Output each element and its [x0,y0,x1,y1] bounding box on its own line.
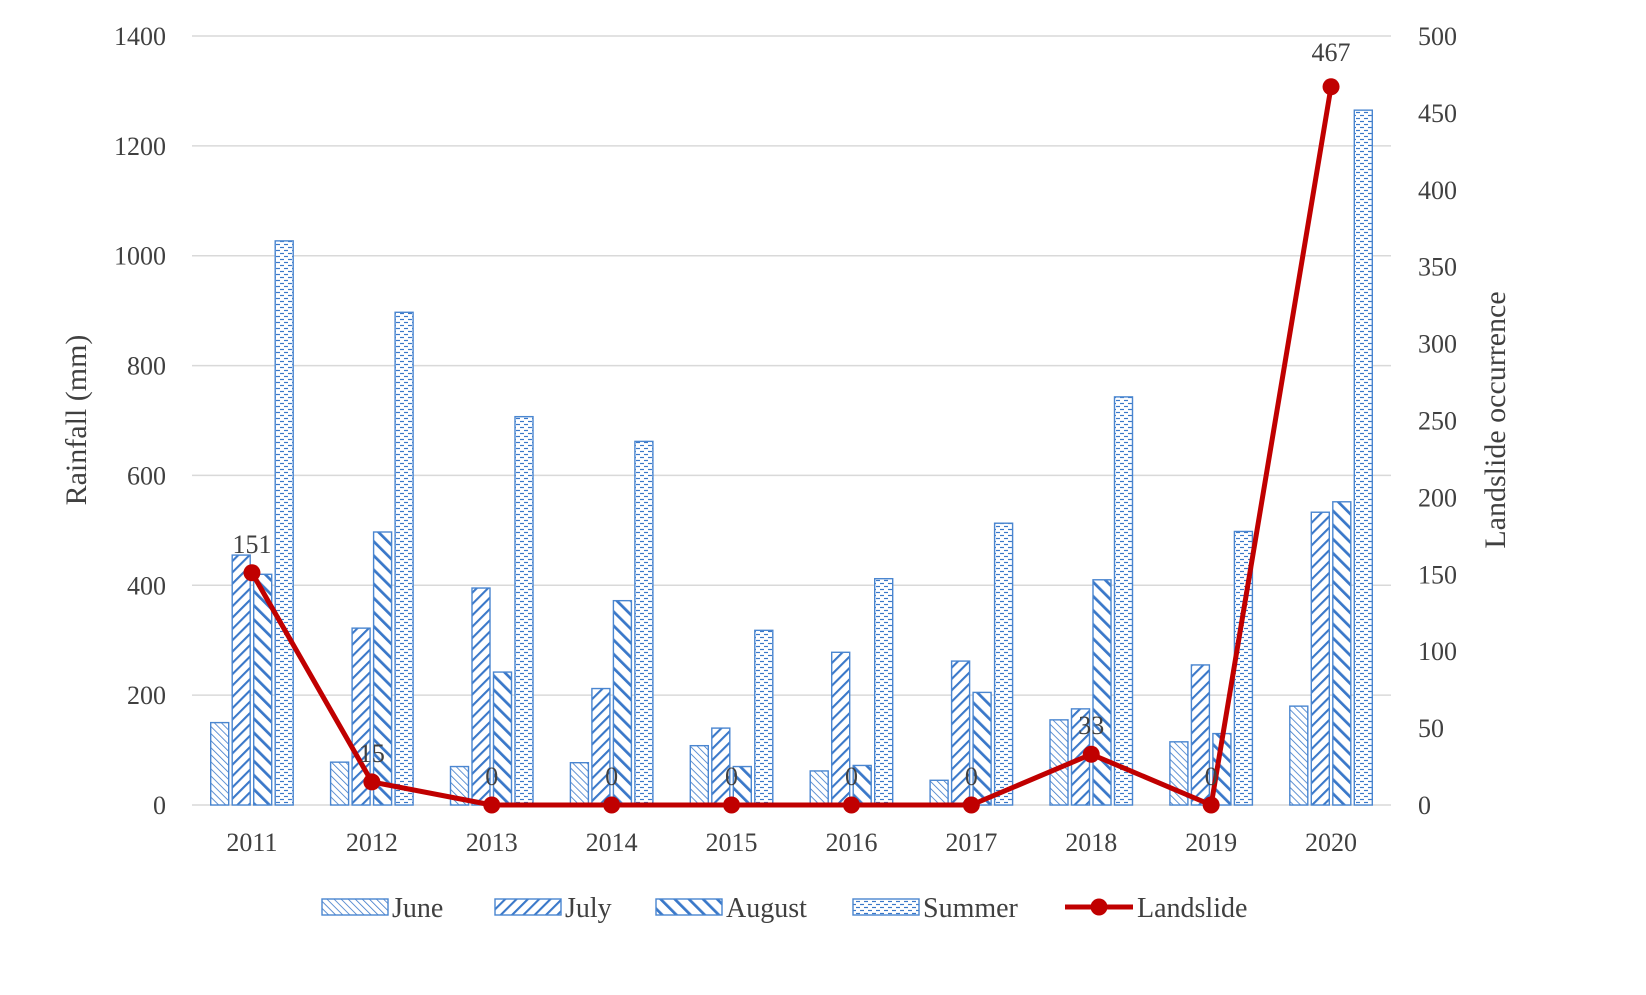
bar-june [569,762,590,806]
bars [209,109,1374,806]
bar-august [972,691,992,806]
landslide-point [363,773,381,791]
y2-tick-label: 150 [1418,560,1457,589]
bar-june [1049,719,1069,806]
legend-swatch-july [494,898,562,916]
bar-summer [274,240,294,806]
bar-july [351,627,371,806]
landslide-data-label: 0 [965,762,978,791]
x-tick-label: 2014 [586,828,638,857]
y-tick-label: 400 [127,571,166,600]
bar-june [1289,705,1309,806]
bar-august [1092,579,1112,806]
x-tick-label: 2013 [466,828,518,857]
x-tick-label: 2015 [706,828,758,857]
landslide-data-label: 0 [845,762,858,791]
bar-june [689,744,709,806]
landslide-point [1202,796,1220,814]
legend: June July August Summer Landslide [321,893,1247,924]
x-tick-label: 2016 [825,828,877,857]
landslide-data-label: 151 [232,530,271,559]
bar-august [372,531,393,806]
y-tick-label: 600 [127,461,166,490]
bar-summer [1353,109,1374,806]
bar-june [809,770,829,806]
x-tick-label: 2018 [1065,828,1117,857]
y2-tick-label: 200 [1418,483,1457,512]
landslide-series-line [249,86,1334,808]
landslide-data-label: 0 [485,762,498,791]
landslide-point [483,796,501,814]
legend-label: Summer [923,893,1019,924]
landslide-point [723,796,741,814]
y-tick-label: 1000 [114,242,166,271]
bar-summer [874,577,894,806]
y-tick-label: 200 [127,681,166,710]
x-tick-label: 2020 [1305,828,1357,857]
y-axis-title: Rainfall (mm) [60,335,93,506]
bar-summer [634,440,654,806]
landslide-data-label: 0 [725,762,738,791]
y-tick-label: 0 [153,791,166,820]
y2-tick-label: 300 [1418,330,1457,359]
bar-june [329,761,350,806]
x-tick-label: 2012 [346,828,398,857]
legend-label: June [392,893,443,924]
bar-summer [993,522,1014,806]
y2-tick-label: 350 [1418,253,1457,282]
legend-swatch-august [655,898,723,916]
landslide-point [962,796,980,814]
y-tick-label: 800 [127,352,166,381]
landslide-data-label: 0 [1205,762,1218,791]
axes: 0200400600800100012001400050100150200250… [114,22,1457,857]
x-tick-label: 2017 [945,828,997,857]
landslide-point [842,796,860,814]
legend-swatch-june [321,898,389,916]
y2-tick-label: 0 [1418,791,1431,820]
bar-june [929,779,949,806]
bar-june [209,721,230,806]
y2-tick-label: 450 [1418,99,1457,128]
y2-tick-label: 400 [1418,176,1457,205]
landslide-point [1082,745,1100,763]
y2-tick-label: 250 [1418,407,1457,436]
legend-swatch-summer [852,898,920,916]
legend-label: August [726,893,807,924]
y-tick-label: 1200 [114,132,166,161]
landslide-data-label: 467 [1312,38,1351,67]
landslide-data-label: 0 [605,762,618,791]
bar-august [1332,501,1352,806]
y-tick-label: 1400 [114,22,166,51]
bar-july [1190,664,1211,806]
bar-july [231,554,251,806]
bar-july [1310,511,1331,806]
data-labels: 151 15 0 0 0 0 0 33 0 467 [232,38,1350,791]
landslide-line [243,78,1340,814]
bar-summer [754,629,774,806]
y2-tick-label: 50 [1418,714,1444,743]
landslide-data-label: 15 [359,739,385,768]
x-tick-label: 2011 [226,828,277,857]
landslide-point [1322,78,1340,96]
landslide-point [603,796,621,814]
y2-tick-label: 100 [1418,637,1457,666]
bar-summer [394,311,414,806]
x-tick-label: 2019 [1185,828,1237,857]
bar-august [252,573,273,806]
gridlines [192,35,1391,806]
legend-label: Landslide [1137,893,1247,924]
legend-label: July [565,893,612,924]
landslide-data-label: 33 [1078,711,1104,740]
landslide-point [243,564,261,582]
bar-summer [1113,396,1134,806]
bar-summer [514,415,534,806]
y2-tick-label: 500 [1418,22,1457,51]
y2-axis-title: Landslide occurrence [1479,291,1512,548]
legend-swatch-landslide-marker [1090,898,1108,916]
